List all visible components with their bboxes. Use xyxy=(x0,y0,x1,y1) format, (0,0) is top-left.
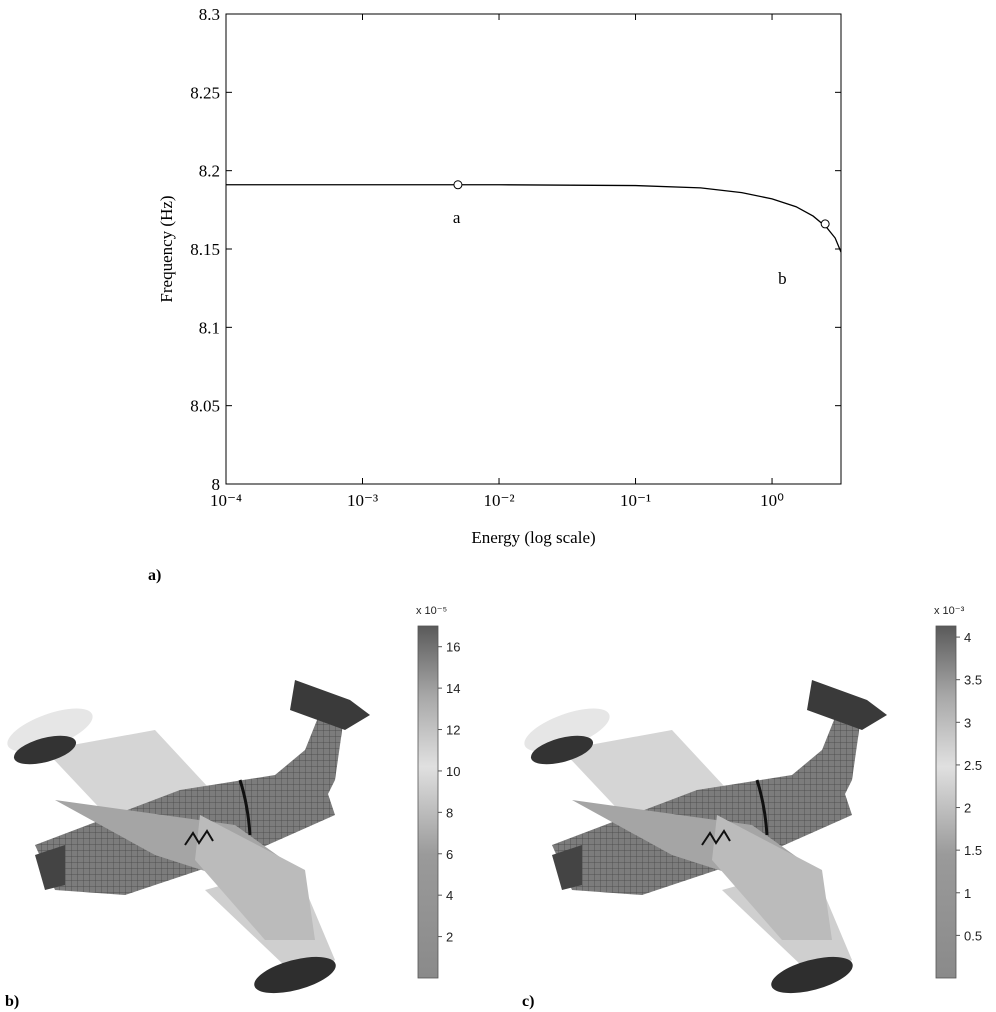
mode-shape-b xyxy=(0,678,372,1002)
figure-label: c) xyxy=(522,993,534,1010)
x-axis-label: Energy (log scale) xyxy=(471,528,595,547)
colorbar-tick-label: 1 xyxy=(964,886,971,901)
y-tick-label: 8.05 xyxy=(190,397,220,416)
x-tick-label: 10⁻⁴ xyxy=(210,491,242,510)
figure-label: b) xyxy=(5,993,19,1010)
figure-label: a) xyxy=(148,567,161,584)
annotation: b xyxy=(778,269,787,288)
colorbar-exponent: x 10⁻³ xyxy=(934,605,965,617)
y-tick-label: 8 xyxy=(212,475,221,494)
colorbar-tick-label: 3.5 xyxy=(964,673,982,688)
colorbar-tick-label: 2.5 xyxy=(964,758,982,773)
colorbar-tick-label: 1.5 xyxy=(964,843,982,858)
colorbar-tick-label: 4 xyxy=(964,630,971,645)
x-tick-label: 10⁻¹ xyxy=(620,491,651,510)
y-axis-label: Frequency (Hz) xyxy=(157,195,176,302)
y-tick-label: 8.2 xyxy=(199,162,220,181)
colorbar-tick-label: 16 xyxy=(446,640,460,655)
colorbar-tick-label: 10 xyxy=(446,764,460,779)
x-tick-label: 10⁻³ xyxy=(347,491,378,510)
annotation: a xyxy=(453,208,461,227)
x-tick-label: 10⁻² xyxy=(483,491,514,510)
colorbar-tick-label: 3 xyxy=(964,715,971,730)
colorbar-tick-label: 12 xyxy=(446,723,460,738)
marker xyxy=(820,219,830,229)
y-tick-label: 8.1 xyxy=(199,318,220,337)
colorbar-tick-label: 0.5 xyxy=(964,928,982,943)
mode-shape-c xyxy=(517,678,889,1002)
curve xyxy=(226,184,842,253)
colorbar-tick-label: 4 xyxy=(446,888,453,903)
colorbar-tick-label: 8 xyxy=(446,805,453,820)
colorbar-tick-label: 2 xyxy=(446,930,453,945)
plot-frame xyxy=(225,13,842,485)
y-tick-label: 8.25 xyxy=(190,83,220,102)
x-tick-label: 10⁰ xyxy=(760,491,784,510)
y-tick-label: 8.3 xyxy=(199,5,220,24)
colorbar xyxy=(417,625,439,979)
y-tick-label: 8.15 xyxy=(190,240,220,259)
colorbar-tick-label: 14 xyxy=(446,681,460,696)
colorbar xyxy=(935,625,957,979)
colorbar-tick-label: 6 xyxy=(446,847,453,862)
colorbar-tick-label: 2 xyxy=(964,801,971,816)
colorbar-exponent: x 10⁻⁵ xyxy=(416,605,447,617)
marker xyxy=(453,180,463,190)
